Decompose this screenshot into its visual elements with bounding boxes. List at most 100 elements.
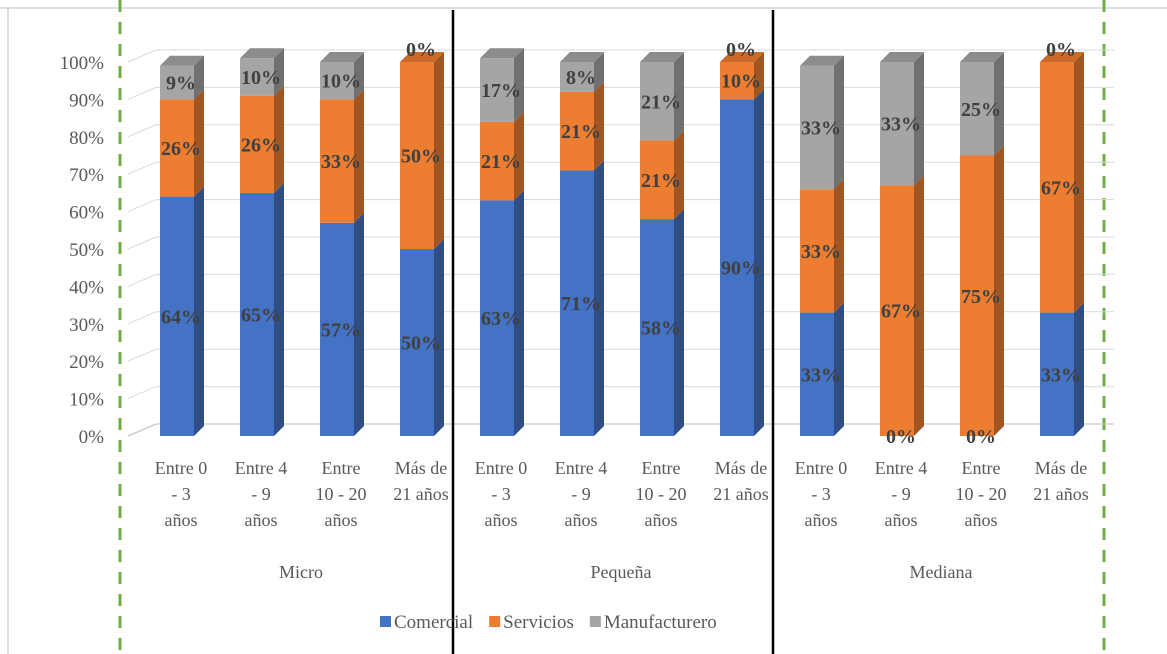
bar-segment [640, 130, 684, 220]
bars [160, 48, 1084, 437]
bar-front [640, 140, 674, 220]
bar-side [274, 85, 284, 193]
data-label: 57% [321, 319, 361, 341]
data-label: 26% [161, 138, 201, 160]
bar-top [640, 52, 684, 62]
bar-side [194, 186, 204, 436]
bar-top [960, 52, 1004, 62]
y-tick-label: 40% [69, 277, 104, 298]
category-label-line: años [805, 510, 838, 530]
bar-side [434, 239, 444, 436]
legend-label: Manufacturero [604, 612, 717, 633]
x-axis: Entre 0 - 3 años Entre 4 - 9 años Entre 10 - 20… [155, 458, 1089, 582]
category-label-line: Entre 4 [235, 458, 287, 478]
bar-segment [160, 55, 204, 100]
category-label-line: Entre 4 [875, 458, 927, 478]
data-label: 21% [561, 121, 601, 143]
data-label: 21% [481, 151, 521, 173]
category-label-line: - 3 [491, 484, 511, 504]
bar-top [160, 55, 204, 66]
data-label: 58% [641, 318, 681, 340]
bar-top [320, 52, 364, 62]
bar-front [320, 99, 354, 223]
category-label-line: años [645, 510, 678, 530]
data-label: 10% [241, 67, 281, 89]
category-label-line: 21 años [1033, 484, 1089, 504]
data-label: 50% [401, 333, 441, 355]
data-label: 26% [241, 134, 281, 156]
category-label-line: Más de [715, 458, 768, 478]
category-label: Entre 4 - 9 años [555, 458, 607, 530]
data-label: 33% [801, 241, 841, 263]
bar-side [434, 52, 444, 249]
bar-front [960, 155, 994, 436]
category-label-line: Entre 0 [475, 458, 527, 478]
bar-front [800, 312, 834, 436]
data-label: 0% [966, 426, 996, 448]
legend-label: Comercial [394, 612, 473, 633]
bar-side [834, 302, 844, 436]
bar-segment [320, 52, 364, 100]
data-label: 0% [726, 39, 756, 61]
bar-side [834, 55, 844, 190]
bar-top [880, 52, 924, 62]
bar-top [560, 52, 604, 62]
category-label-line: Más de [1035, 458, 1088, 478]
bar-side [514, 111, 524, 201]
gridline [127, 236, 1114, 250]
bar-segment [720, 89, 764, 437]
bar-segment [400, 239, 444, 436]
category-label-line: Entre 0 [155, 458, 207, 478]
category-label: Entre 10 - 20 años [316, 458, 367, 530]
bar-segment [480, 48, 524, 122]
category-label: Entre 4 - 9 años [235, 458, 287, 530]
data-label: 0% [1046, 39, 1076, 61]
legend: Comercial Servicios Manufacturero [380, 612, 717, 633]
data-label: 71% [561, 293, 601, 315]
bar-front [800, 65, 834, 190]
bar-side [274, 48, 284, 96]
bar-front [720, 62, 754, 100]
data-labels: 64% 26% 9% 65% 26% 10% 57% 33% 10% 50% 50% 0% 63% 21%… [161, 39, 1081, 448]
bar-front [160, 196, 194, 436]
bar-top [1040, 52, 1084, 62]
category-label-line: años [325, 510, 358, 530]
y-tick-label: 50% [69, 240, 104, 261]
bar-side [834, 179, 844, 313]
category-label-line: 10 - 20 [316, 484, 367, 504]
bar-segment [240, 85, 284, 193]
bar-side [194, 89, 204, 197]
data-label: 90% [721, 258, 761, 280]
category-label-line: 21 años [393, 484, 449, 504]
bar-segment [560, 81, 604, 171]
data-label: 33% [801, 117, 841, 139]
category-label-line: años [165, 510, 198, 530]
category-label-line: 21 años [713, 484, 769, 504]
bar-front [320, 222, 354, 436]
category-label-line: 10 - 20 [636, 484, 687, 504]
bar-front [480, 58, 514, 122]
bar-segment [880, 175, 924, 437]
y-tick-label: 20% [69, 352, 104, 373]
legend-swatch [589, 616, 601, 627]
category-label-line: Entre [322, 458, 361, 478]
category-label-line: Entre 4 [555, 458, 607, 478]
data-label: 67% [1041, 177, 1081, 199]
gridlines [127, 49, 1114, 437]
gridline [127, 199, 1114, 213]
bar-segment [640, 209, 684, 436]
group-label: Mediana [910, 562, 973, 582]
bar-front [640, 219, 674, 436]
data-label: 33% [321, 151, 361, 173]
bar-side [594, 81, 604, 171]
bar-front [880, 62, 914, 186]
bar-side [274, 182, 284, 436]
category-label-line: Entre [642, 458, 681, 478]
bar-front [240, 58, 274, 96]
data-label: 8% [566, 67, 596, 89]
data-label: 10% [321, 71, 361, 93]
bar-front [480, 121, 514, 201]
bar-side [994, 52, 1004, 156]
